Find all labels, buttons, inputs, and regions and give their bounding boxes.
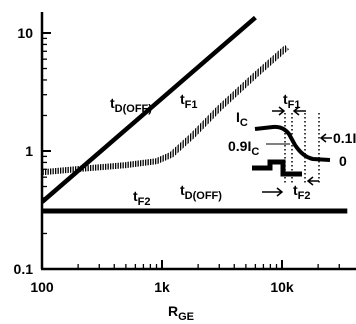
inset-gate-pulse [252,159,302,177]
series-label-tf2: tF2 [133,188,151,208]
inset-arrow-tf2-left [306,176,319,186]
x-axis-label-main: R [168,303,178,319]
series-tdoff-line [41,15,257,204]
tick-labels: 100 1k 10k 10 1 0.1 [14,25,294,295]
x-axis-label-sub: GE [178,311,194,323]
inset-arrow-tf1-right [292,106,306,116]
x-tick-label: 100 [30,279,54,295]
y-tick-label: 10 [17,25,33,41]
inset-label-zero: 0 [339,153,347,169]
inset-arrow-tf1-left [272,106,286,116]
inset-label-tf1: tF1 [283,91,301,111]
inset-waveform-diagram: tF1 IC 0.9IC 0.1IC 0 tD(OFF) tF2 [180,91,356,202]
inset-arrow-tdoff-right [262,187,284,197]
inset-label-tf2: tF2 [293,182,311,202]
series-label-tdoff: tD(OFF) [110,95,152,115]
inset-label-pct90: 0.9IC [228,138,259,158]
y-tick-label: 1 [25,143,33,159]
axis-ticks [41,32,340,270]
inset-label-ic: IC [236,109,248,129]
inset-label-pct10: 0.1IC [333,130,356,150]
inset-arrow-010 [319,133,332,143]
x-tick-label: 10k [270,279,294,295]
x-axis-label: RGE [168,303,194,323]
series-label-tf1: tF1 [180,91,198,111]
y-tick-label: 0.1 [14,261,34,277]
x-tick-label: 1k [154,279,170,295]
inset-current-waveform [254,124,331,162]
inset-label-tdoff: tD(OFF) [180,182,222,202]
series-tf1-line [41,44,289,176]
